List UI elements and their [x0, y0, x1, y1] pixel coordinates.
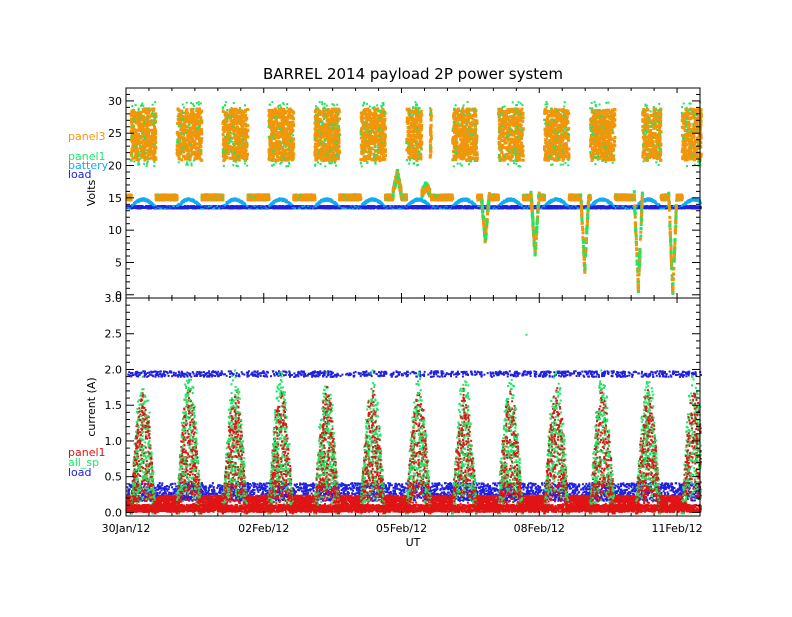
voltage-scatter-points: [126, 100, 703, 295]
chart-title: BARREL 2014 payload 2P power system: [263, 65, 563, 83]
data-point: [311, 205, 314, 208]
